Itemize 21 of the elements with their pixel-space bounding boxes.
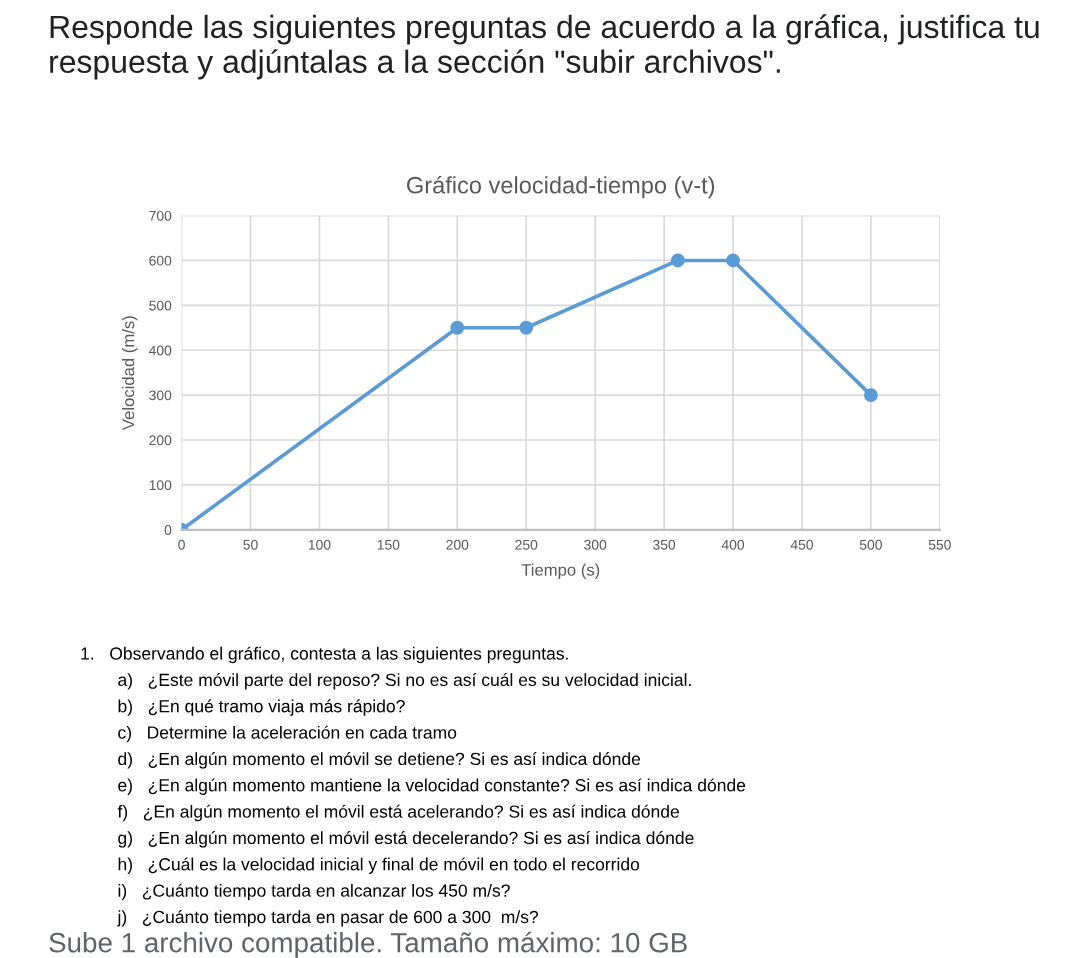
point bbox=[670, 253, 685, 268]
text: j) ¿Cuánto tiempo tarda en pasar de 600 a 300 m/s? bbox=[117, 910, 539, 927]
text: i) ¿Cuánto tiempo tarda en alcanzar los 450 m/s? bbox=[118, 883, 510, 901]
x-axis-title: Tiempo (s) bbox=[521, 563, 600, 580]
text: 1. Observando el gráfico, contesta a las siguientes preguntas. bbox=[81, 646, 568, 664]
text: g) ¿En algún momento el móvil está decelerando? Si es así indica dónde bbox=[118, 831, 694, 848]
point bbox=[450, 320, 465, 335]
y-axis-title: Velocidad (m/s) bbox=[122, 316, 138, 431]
point bbox=[519, 320, 534, 335]
chart-title: Gráfico velocidad-tiempo (v-t) bbox=[407, 175, 715, 199]
text: h) ¿Cuál es la velocidad inicial y final de móvil en todo el recorrido bbox=[118, 857, 640, 874]
point bbox=[863, 388, 878, 403]
text: Sube 1 archivo compatible. Tamaño máximo: 10 GB bbox=[49, 931, 687, 958]
text: b) ¿En qué tramo viaja más rápido? bbox=[118, 699, 405, 716]
text: c) Determine la aceleración en cada tramo bbox=[118, 725, 457, 743]
text: Responde las siguientes preguntas de acuerdo a la gráfica, justifica tu respuesta y adjúntalas a la sección "subir archivos". bbox=[50, 14, 1039, 80]
text: a) ¿Este móvil parte del reposo? Si no es así cuál es su velocidad inicial. bbox=[118, 672, 691, 690]
text: f) ¿En algún momento el móvil está acelerando? Si es así indica dónde bbox=[117, 804, 679, 822]
text: d) ¿En algún momento el móvil se detiene? Si es así indica dónde bbox=[118, 752, 641, 769]
point bbox=[726, 253, 740, 268]
text: e) ¿En algún momento mantiene la velocidad constante? Si es así indica dónde bbox=[118, 778, 746, 795]
